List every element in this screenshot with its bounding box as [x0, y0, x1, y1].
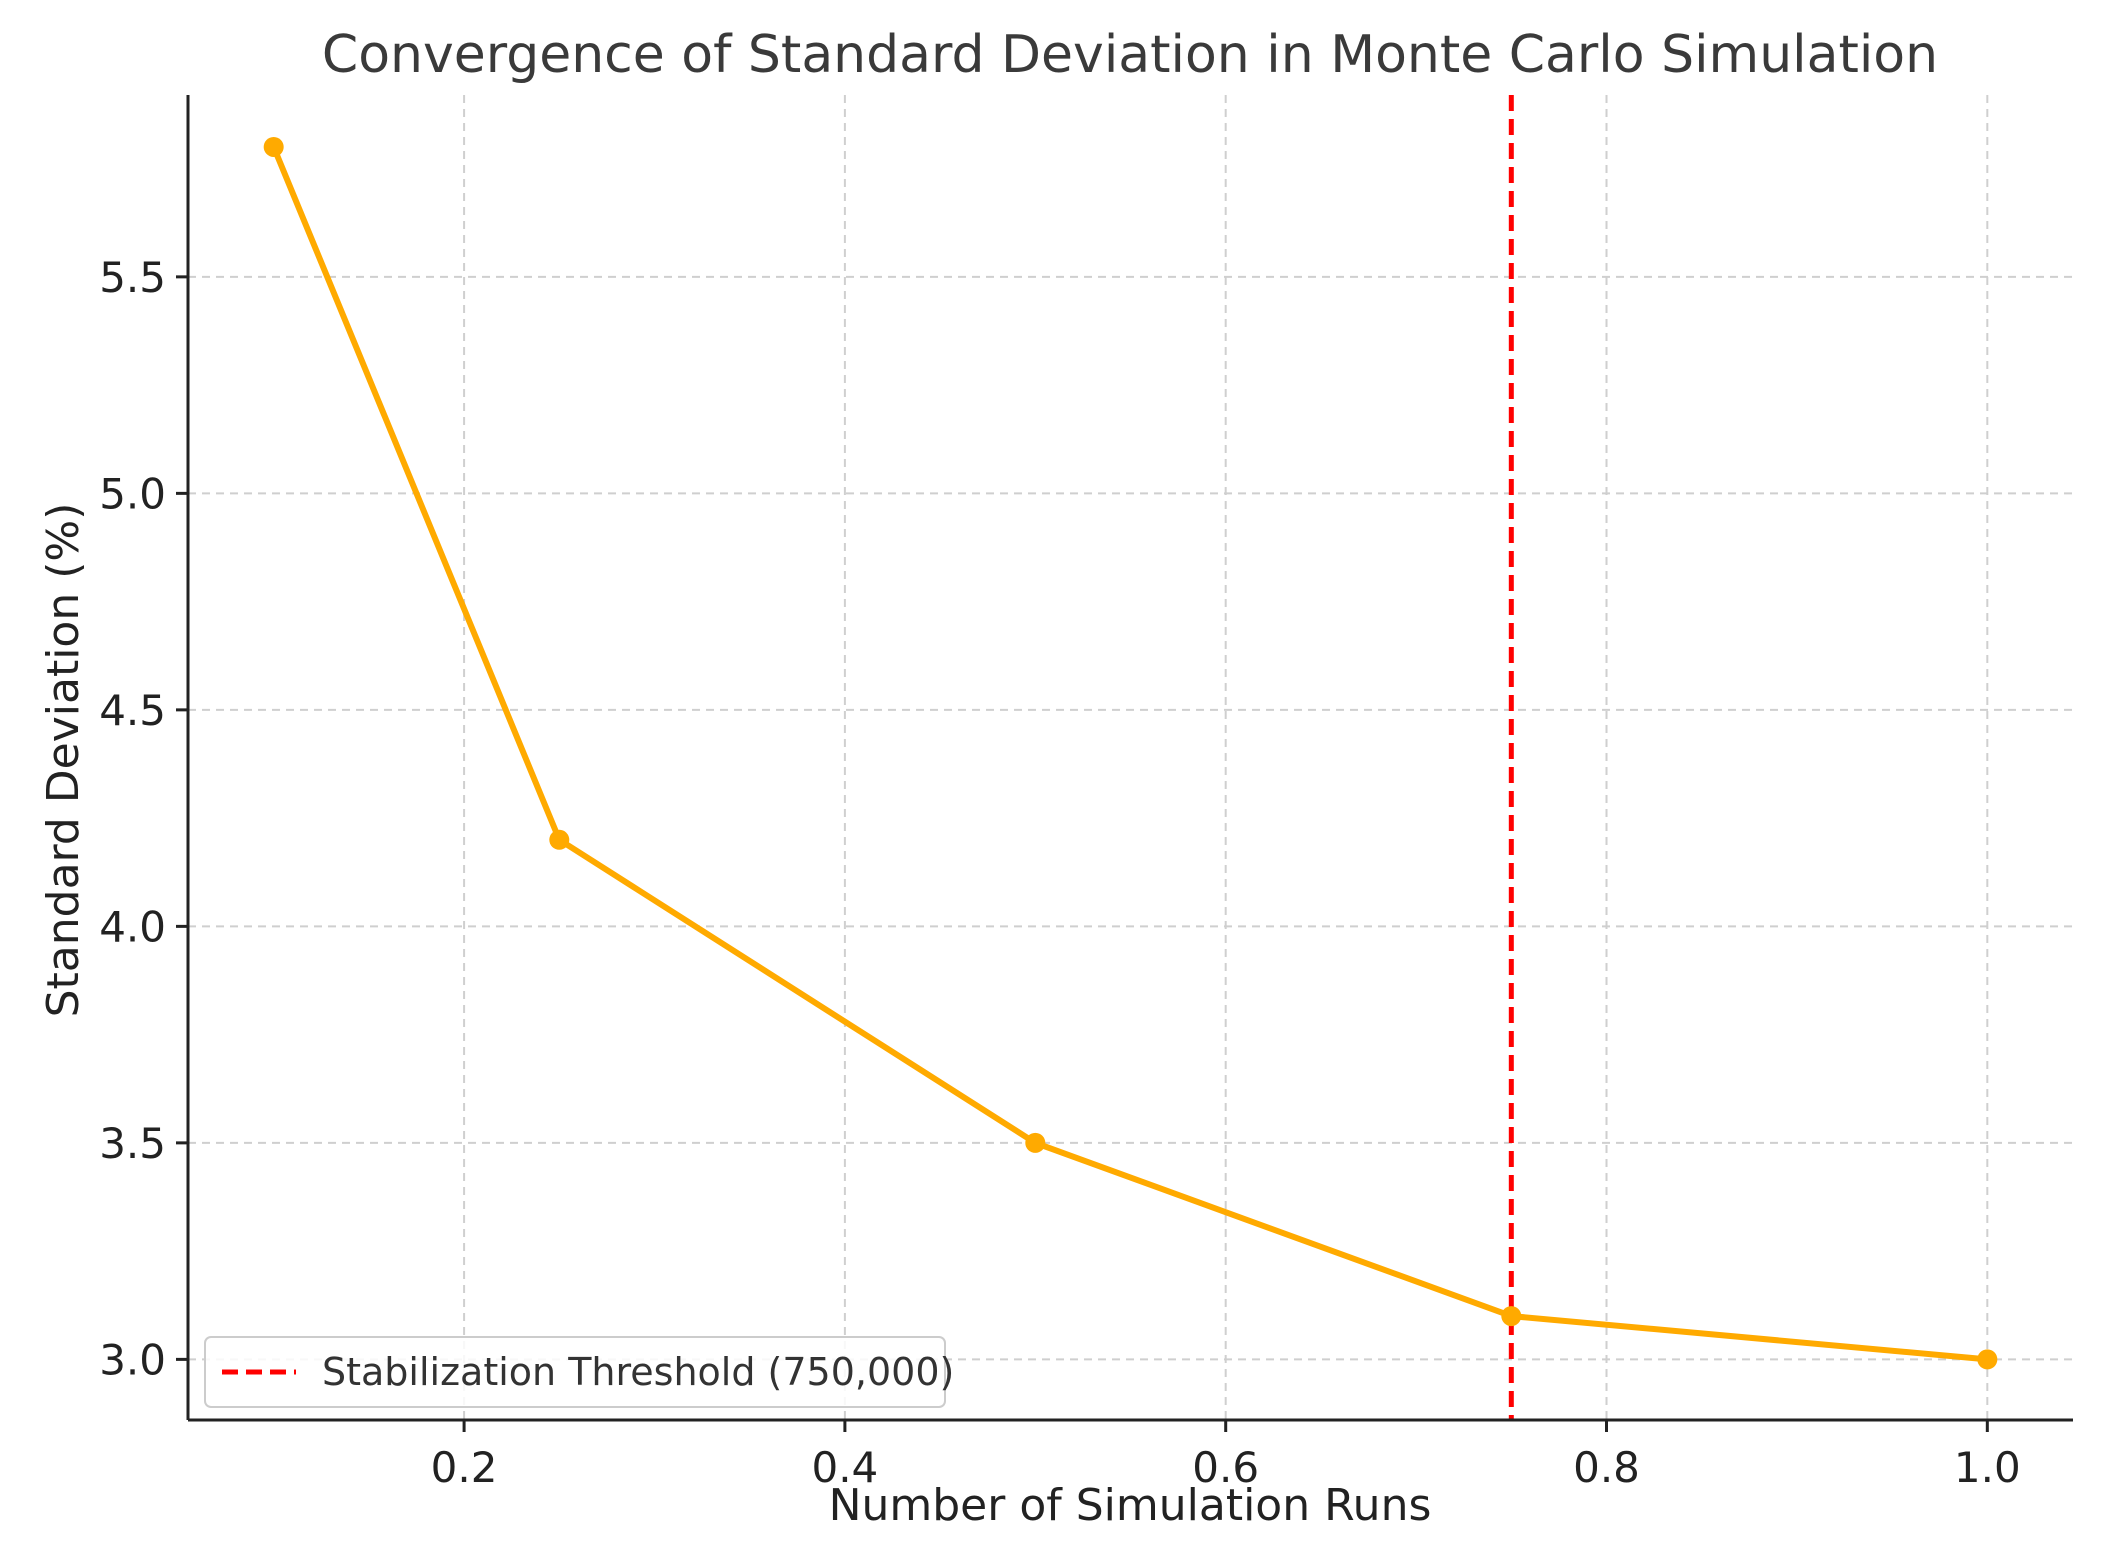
x-tick-label: 0.6 [1192, 1443, 1259, 1492]
y-axis-title: Standard Deviation (%) [38, 503, 89, 1018]
y-tick-label: 5.0 [99, 469, 166, 518]
data-point[interactable] [1501, 1306, 1522, 1327]
legend: Stabilization Threshold (750,000) [204, 1336, 954, 1408]
x-tick-label: 0.4 [811, 1443, 878, 1492]
legend-label-threshold: Stabilization Threshold (750,000) [322, 1350, 954, 1394]
x-tick-label: 1.0 [1954, 1443, 2021, 1492]
y-tick-label: 4.0 [99, 902, 166, 951]
x-tick-label: 0.8 [1573, 1443, 1640, 1492]
x-tick-label: 0.2 [431, 1443, 498, 1492]
chart-title: Convergence of Standard Deviation in Mon… [322, 25, 1938, 85]
y-tick-label: 4.5 [99, 686, 166, 735]
series-layer [263, 136, 1998, 1370]
axis-layer: 0.2 0.4 0.6 0.8 1.0 3.0 3.5 4.0 4.5 5.0 5.5 [99, 95, 2073, 1492]
x-axis-title: Number of Simulation Runs [829, 1480, 1432, 1531]
grid-layer [188, 95, 2073, 1420]
legend-frame [204, 1336, 946, 1408]
data-point[interactable] [1025, 1132, 1046, 1153]
data-point[interactable] [1977, 1349, 1998, 1370]
data-point[interactable] [263, 136, 284, 157]
y-tick-label: 5.5 [99, 253, 166, 302]
data-point[interactable] [549, 829, 570, 850]
y-tick-label: 3.0 [99, 1335, 166, 1384]
y-tick-label: 3.5 [99, 1119, 166, 1168]
